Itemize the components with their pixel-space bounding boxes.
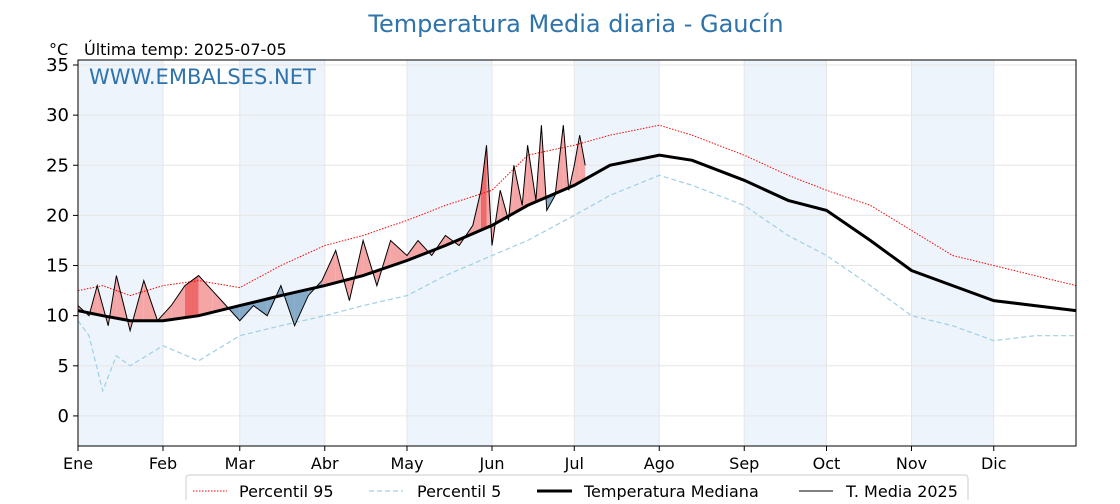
legend-current-label: T. Media 2025 (845, 482, 958, 500)
below-median-fill (239, 302, 254, 321)
x-tick-label: Sep (729, 454, 759, 473)
month-band (239, 60, 325, 446)
unit-label: °C (49, 40, 68, 59)
chart-title: Temperatura Media diaria - Gaucín (367, 10, 783, 38)
x-tick-label: Abr (311, 454, 339, 473)
x-tick-label: Ago (644, 454, 675, 473)
month-bands (78, 60, 994, 446)
above-median-fill (407, 240, 418, 261)
month-band (574, 60, 660, 446)
y-tick-label: 20 (46, 205, 69, 226)
legend: Percentil 95 Percentil 5 Temperatura Med… (185, 474, 969, 504)
above-median-fill (171, 285, 185, 320)
x-tick-label: Feb (149, 454, 177, 473)
above-median-fill (481, 145, 487, 231)
above-median-fill (198, 275, 213, 316)
below-median-fill (294, 289, 309, 326)
above-median-fill (574, 135, 580, 186)
y-tick-label: 5 (58, 356, 69, 377)
x-tick-label: Ene (63, 454, 93, 473)
x-tick-label: Jul (564, 454, 584, 473)
y-tick-label: 10 (46, 306, 69, 327)
y-tick-label: 30 (46, 105, 69, 126)
above-median-fill (184, 275, 199, 318)
y-tick-label: 25 (46, 155, 69, 176)
x-tick-label: Jun (479, 454, 505, 473)
legend-median-label: Temperatura Mediana (583, 482, 759, 500)
legend-box (185, 474, 969, 504)
series-lines (77, 124, 1077, 393)
series-line-p95 (77, 124, 1077, 297)
x-tick-label: May (390, 454, 423, 473)
x-tick-label: Oct (813, 454, 841, 473)
month-band (78, 60, 163, 446)
y-tick-label: 15 (46, 256, 69, 277)
above-median-fill (322, 250, 336, 287)
y-tick-label: 0 (58, 406, 69, 427)
series-line-2025 (77, 125, 586, 333)
plot-frame (77, 59, 1077, 447)
above-median-fill (390, 240, 407, 267)
watermark: WWW.EMBALSES.NET (89, 65, 316, 89)
month-band (911, 60, 994, 446)
y-axis-ticks: 0 5 10 15 20 25 30 35 (46, 55, 78, 427)
x-axis-ticks: Ene Feb Mar Abr May Jun Jul Ago Sep Oct Nov Dic (63, 446, 1007, 473)
x-tick-label: Mar (225, 454, 256, 473)
above-median-fill (579, 135, 586, 183)
series-line-median (77, 153, 1077, 323)
legend-p5-label: Percentil 5 (417, 482, 501, 500)
x-tick-label: Nov (896, 454, 927, 473)
below-median-fill (253, 299, 268, 316)
series-line-p5 (77, 174, 1076, 393)
above-median-fill (212, 290, 227, 313)
last-temp-label: Última temp: 2025-07-05 (84, 40, 287, 59)
month-band (744, 60, 827, 446)
x-tick-label: Dic (981, 454, 1007, 473)
y-tick-label: 35 (46, 55, 69, 76)
legend-p95-label: Percentil 95 (239, 482, 334, 500)
